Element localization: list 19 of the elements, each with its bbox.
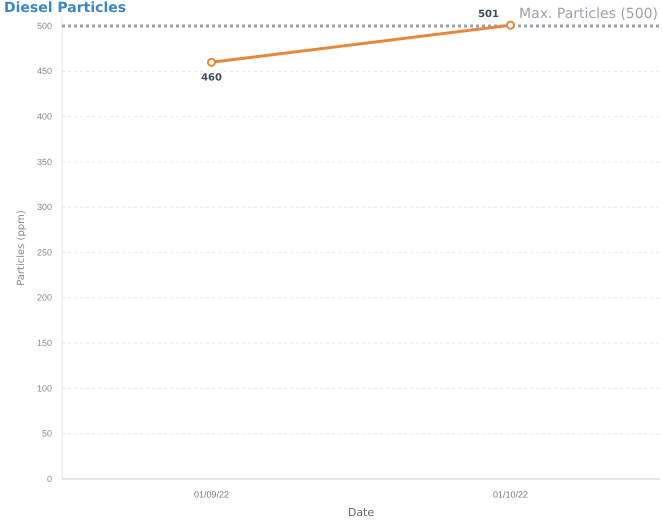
x-tick-label: 01/10/22 xyxy=(492,489,528,500)
data-label: 460 xyxy=(201,72,222,84)
y-tick-label: 200 xyxy=(36,292,52,303)
y-tick-label: 100 xyxy=(36,383,52,394)
y-tick-label: 450 xyxy=(36,66,52,76)
y-tick-label: 150 xyxy=(36,338,52,348)
x-axis-title: Date xyxy=(348,506,374,519)
y-axis-title: Particles (ppm) xyxy=(16,210,27,286)
x-tick-label: 01/09/22 xyxy=(194,489,230,500)
data-label: 501 xyxy=(478,9,499,20)
y-tick-label: 300 xyxy=(36,202,52,212)
chart-title: Diesel Particles xyxy=(4,0,126,16)
y-tick-label: 350 xyxy=(36,156,52,167)
y-tick-label: 50 xyxy=(42,428,52,439)
y-tick-label: 400 xyxy=(36,112,52,122)
y-tick-label: 0 xyxy=(46,474,52,484)
y-tick-label: 500 xyxy=(36,20,52,31)
ref-line-label: Max. Particles (500) xyxy=(519,6,658,22)
y-tick-label: 250 xyxy=(36,247,52,258)
